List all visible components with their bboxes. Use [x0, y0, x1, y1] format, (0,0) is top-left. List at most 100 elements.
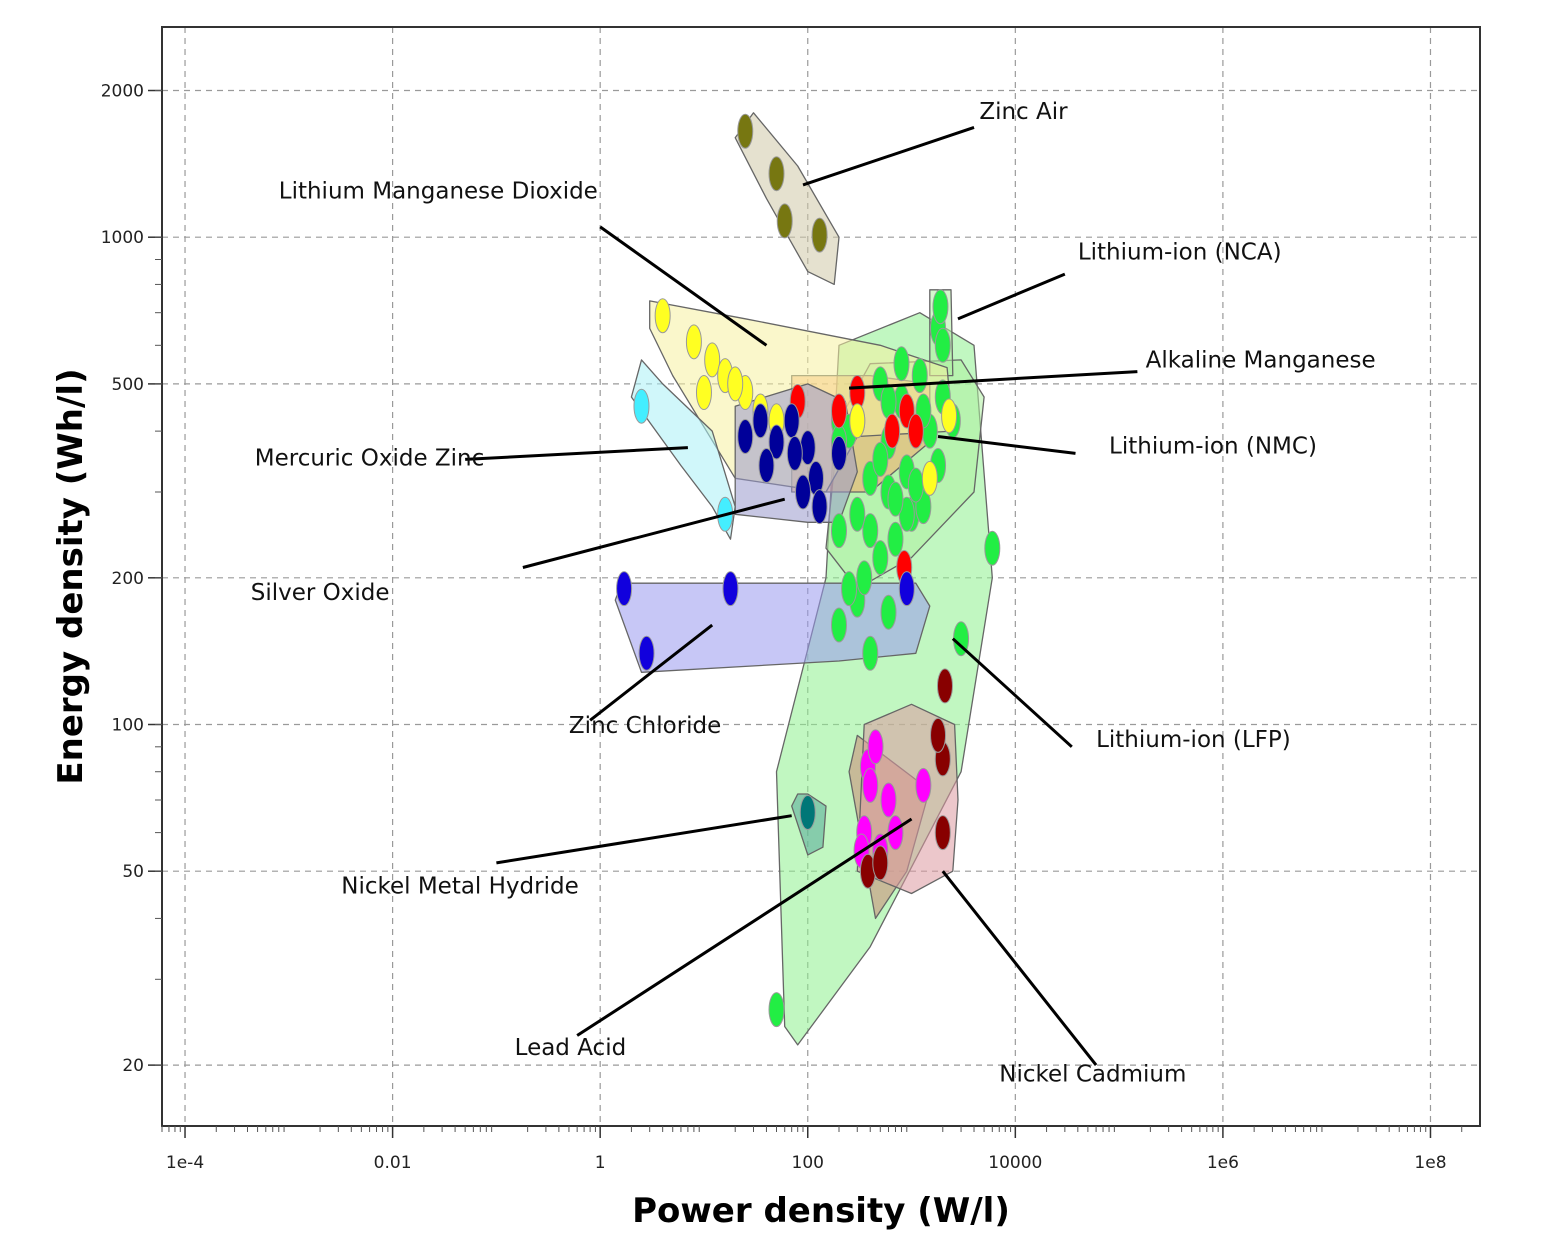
point-zinc-air: [768, 156, 785, 192]
point-lithium-ion-lfp: [887, 521, 904, 557]
pointer-lithium-manganese-dioxide: [599, 225, 768, 347]
y-axis-label: Energy density (Wh/l): [51, 368, 91, 784]
point-lithium-ion-lfp: [830, 607, 847, 643]
point-lithium-ion-lfp: [768, 992, 785, 1028]
point-zinc-chloride: [722, 571, 739, 607]
series-labels: Lithium-ion (LFP) Lithium-ion (NMC) Lithiu…: [251, 99, 1376, 1088]
point-silver-oxide: [811, 489, 828, 525]
y-tick-label: 100: [112, 716, 144, 736]
point-lithium-manganese-dioxide: [695, 375, 712, 411]
point-zinc-air: [737, 113, 754, 149]
x-tick-label: 100: [792, 1153, 824, 1173]
y-tick-label: 1000: [101, 228, 144, 248]
label-lead-acid: Lead Acid: [515, 1035, 627, 1061]
point-nickel-cadmium: [934, 815, 951, 851]
point-lithium-manganese-dioxide: [941, 398, 958, 434]
label-alkaline-manganese: Alkaline Manganese: [1146, 348, 1376, 374]
point-zinc-air: [776, 203, 793, 239]
x-tick-label: 1e8: [1414, 1153, 1446, 1173]
label-nickel-cadmium: Nickel Cadmium: [999, 1062, 1186, 1088]
point-lithium-ion-nca: [932, 289, 949, 325]
point-lithium-manganese-dioxide: [727, 366, 744, 402]
pointer-nickel-metal-hydride: [496, 814, 792, 865]
plot-area: [161, 26, 1481, 1127]
point-zinc-air: [811, 217, 828, 253]
label-lithium-ion-nca: Lithium-ion (NCA): [1078, 240, 1282, 266]
point-zinc-chloride: [638, 635, 655, 671]
point-lithium-manganese-dioxide: [685, 324, 702, 360]
point-silver-oxide: [795, 474, 812, 510]
point-lithium-ion-lfp: [984, 530, 1001, 566]
label-lithium-manganese-dioxide: Lithium Manganese Dioxide: [279, 179, 598, 205]
point-alkaline-manganese: [830, 393, 847, 429]
point-nickel-metal-hydride: [799, 794, 816, 830]
pointer-lithium-ion-nmc: [937, 434, 1076, 455]
point-silver-oxide: [830, 435, 847, 471]
point-nickel-cadmium: [872, 845, 889, 881]
label-nickel-metal-hydride: Nickel Metal Hydride: [341, 873, 579, 899]
point-silver-oxide: [799, 430, 816, 466]
point-lithium-ion-lfp: [872, 540, 889, 576]
point-silver-oxide: [758, 448, 775, 484]
point-silver-oxide: [737, 418, 754, 454]
y-tick-label: 50: [122, 862, 144, 882]
point-lead-acid: [915, 767, 932, 803]
pointer-lithium-ion-nca: [957, 272, 1066, 321]
point-zinc-chloride: [616, 571, 633, 607]
point-alkaline-manganese: [907, 413, 924, 449]
x-tick-label: 1: [595, 1153, 606, 1173]
point-lithium-ion-nmc: [911, 358, 928, 394]
pointer-silver-oxide: [522, 497, 786, 569]
pointer-alkaline-manganese: [848, 370, 1138, 390]
point-lead-acid: [880, 782, 897, 818]
tick-labels: 1e-4 0.01 1 100 10000 1e6 1e8 20 50 100 200 500 1000…: [101, 82, 1463, 1173]
point-lithium-ion-lfp: [856, 560, 873, 596]
x-tick-label: 1e6: [1207, 1153, 1239, 1173]
label-lithium-ion-lfp: Lithium-ion (LFP): [1096, 727, 1291, 753]
point-lithium-ion-nmc: [893, 346, 910, 382]
point-lithium-ion-lfp: [862, 513, 879, 549]
point-lithium-ion-nmc: [887, 481, 904, 517]
point-nickel-cadmium: [930, 717, 947, 753]
point-lithium-ion-lfp: [830, 513, 847, 549]
pointer-lithium-ion-lfp: [951, 637, 1073, 748]
y-tick-label: 2000: [101, 82, 144, 102]
point-lithium-ion-nmc: [880, 384, 897, 420]
point-lithium-ion-nmc: [872, 441, 889, 477]
point-silver-oxide: [752, 403, 769, 439]
point-lead-acid: [862, 767, 879, 803]
pointer-zinc-air: [802, 125, 975, 187]
point-lithium-ion-lfp: [880, 594, 897, 630]
point-lead-acid: [867, 729, 884, 765]
data-points: [616, 113, 1001, 1028]
point-mercuric-oxide-zinc: [633, 388, 650, 424]
point-alkaline-manganese: [884, 413, 901, 449]
y-tick-label: 20: [122, 1056, 144, 1076]
x-tick-label: 0.01: [374, 1153, 412, 1173]
point-lithium-manganese-dioxide: [654, 298, 671, 334]
pointer-lead-acid: [576, 817, 913, 1037]
point-lithium-ion-nmc: [849, 496, 866, 532]
point-lithium-ion-lfp: [841, 571, 858, 607]
point-lithium-manganese-dioxide: [849, 403, 866, 439]
pointer-mercuric-oxide-zinc: [465, 446, 688, 461]
point-lithium-ion-lfp: [862, 635, 879, 671]
point-lithium-ion-nca: [934, 327, 951, 363]
x-axis-label: Power density (W/l): [632, 1191, 1010, 1231]
label-mercuric-oxide-zinc: Mercuric Oxide Zinc: [255, 446, 485, 472]
point-zinc-chloride: [898, 571, 915, 607]
point-silver-oxide: [768, 424, 785, 460]
pointer-nickel-cadmium: [941, 870, 1098, 1067]
y-tick-label: 500: [112, 375, 144, 395]
x-tick-label: 10000: [988, 1153, 1042, 1173]
point-lithium-ion-nmc: [907, 467, 924, 503]
point-silver-oxide: [783, 403, 800, 439]
point-lithium-manganese-dioxide: [704, 342, 721, 378]
annotation-pointers: [465, 125, 1138, 1067]
y-tick-label: 200: [112, 569, 144, 589]
series-regions: [614, 112, 993, 1046]
label-lithium-ion-nmc: Lithium-ion (NMC): [1109, 433, 1317, 459]
label-zinc-chloride: Zinc Chloride: [569, 713, 721, 739]
point-lithium-manganese-dioxide: [921, 460, 938, 496]
x-tick-label: 1e-4: [166, 1153, 204, 1173]
